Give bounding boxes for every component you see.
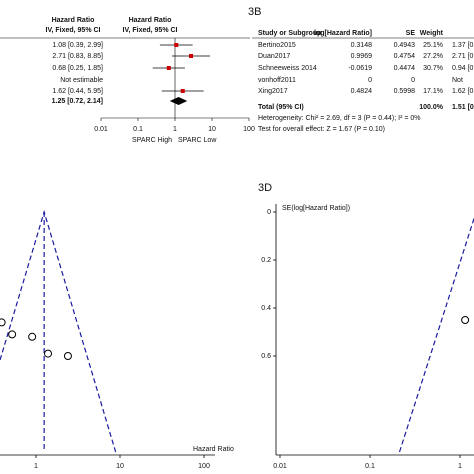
total-ci: 1.51 [0 xyxy=(452,104,474,111)
x-tick-label: 0.1 xyxy=(133,126,143,133)
study-point xyxy=(44,349,53,358)
estimate xyxy=(174,43,179,47)
table-cell: 0.4754 xyxy=(394,53,416,60)
table-cell: 0.5998 xyxy=(394,88,416,95)
study-point xyxy=(461,316,470,324)
table-cell: Xing2017 xyxy=(258,88,288,95)
estimate xyxy=(189,54,194,58)
favours-right: SPARC Low xyxy=(178,137,217,144)
x-tick-label: 0.01 xyxy=(94,126,108,133)
table-cell: -0.0619 xyxy=(348,65,372,72)
panel-label: 3D xyxy=(258,182,272,194)
panel-label: 3B xyxy=(248,6,261,18)
col-header: Hazard Ratio xyxy=(52,17,95,24)
total-ci: 1.25 [0.72, 2.14] xyxy=(52,98,103,105)
col-header: SE xyxy=(406,30,416,37)
table-cell: 0 xyxy=(368,77,372,84)
total-weight: 100.0% xyxy=(419,104,444,111)
ci-label: 0.68 [0.25, 1.85] xyxy=(52,65,103,72)
estimate xyxy=(180,89,185,93)
ci-label: 1.08 [0.39, 2.99] xyxy=(52,42,103,49)
x-tick-label: 10 xyxy=(208,126,216,133)
table-cell: vonhoff2011 xyxy=(258,77,296,84)
y-tick-label: 0.2 xyxy=(261,257,271,264)
table-cell: Duan2017 xyxy=(258,53,290,60)
x-tick-label: 100 xyxy=(198,463,210,470)
y-tick-label: 0 xyxy=(267,209,271,216)
funnel xyxy=(398,216,474,453)
x-tick-label: 1 xyxy=(173,126,177,133)
col-header: Hazard Ratio xyxy=(129,17,172,24)
table-cell: 25.1% xyxy=(423,42,443,49)
table-cell: 0.4943 xyxy=(394,42,416,49)
y-axis-label: SE(log[Hazard Ratio]) xyxy=(282,205,350,212)
study-point xyxy=(63,352,72,360)
x-tick-label: 10 xyxy=(116,463,124,470)
col-header: IV, Fixed, 95% CI xyxy=(46,27,101,34)
y-tick-label: 0.4 xyxy=(261,305,271,312)
col-header: Weight xyxy=(420,30,444,37)
table-cell: 27.2% xyxy=(423,53,443,60)
study-point xyxy=(0,318,6,327)
col-header: IV, Fixed, 95% CI xyxy=(123,27,178,34)
col-header: log[Hazard Ratio] xyxy=(314,30,372,37)
table-cell: 1.37 [0 xyxy=(452,42,474,49)
ci-label: 2.71 [0.83, 8.85] xyxy=(52,53,103,60)
table-cell: 0.9969 xyxy=(351,53,373,60)
heterogeneity: Heterogeneity: Chi² = 2.69, df = 3 (P = … xyxy=(258,115,421,122)
table-cell: 0 xyxy=(411,77,415,84)
x-tick-label: 1 xyxy=(34,463,38,470)
total-label: Total (95% CI) xyxy=(258,104,304,111)
table-cell: 30.7% xyxy=(423,65,443,72)
x-tick-label: 100 xyxy=(243,126,255,133)
table-cell: 2.71 [0 xyxy=(452,53,474,60)
table-cell: 0.3148 xyxy=(351,42,373,49)
table-cell: Not xyxy=(452,77,463,84)
col-header: Study or Subgroup xyxy=(258,30,321,37)
study-point xyxy=(28,332,37,341)
table-cell: 1.62 [0 xyxy=(452,88,474,95)
x-axis-label: Hazard Ratio xyxy=(193,446,234,453)
x-tick-label: 0.01 xyxy=(273,463,287,470)
study-point xyxy=(8,330,17,339)
ci-label: 1.62 [0.44, 5.95] xyxy=(52,88,103,95)
x-tick-label: 0.1 xyxy=(365,463,375,470)
table-cell: 17.1% xyxy=(423,88,443,95)
table-cell: Schneeweiss 2014 xyxy=(258,65,317,72)
estimate xyxy=(166,66,171,70)
y-tick-label: 0.6 xyxy=(261,353,271,360)
table-cell: 0.4824 xyxy=(351,88,373,95)
diamond xyxy=(169,97,188,105)
favours-left: SPARC High xyxy=(132,137,172,144)
x-tick-label: 1 xyxy=(458,463,462,470)
table-cell: 0.4474 xyxy=(394,65,416,72)
table-cell: Bertino2015 xyxy=(258,42,296,49)
table-cell: 0.94 [0 xyxy=(452,65,474,72)
ci-label: Not estimable xyxy=(60,77,103,84)
overall-effect: Test for overall effect: Z = 1.67 (P = 0… xyxy=(258,126,385,133)
